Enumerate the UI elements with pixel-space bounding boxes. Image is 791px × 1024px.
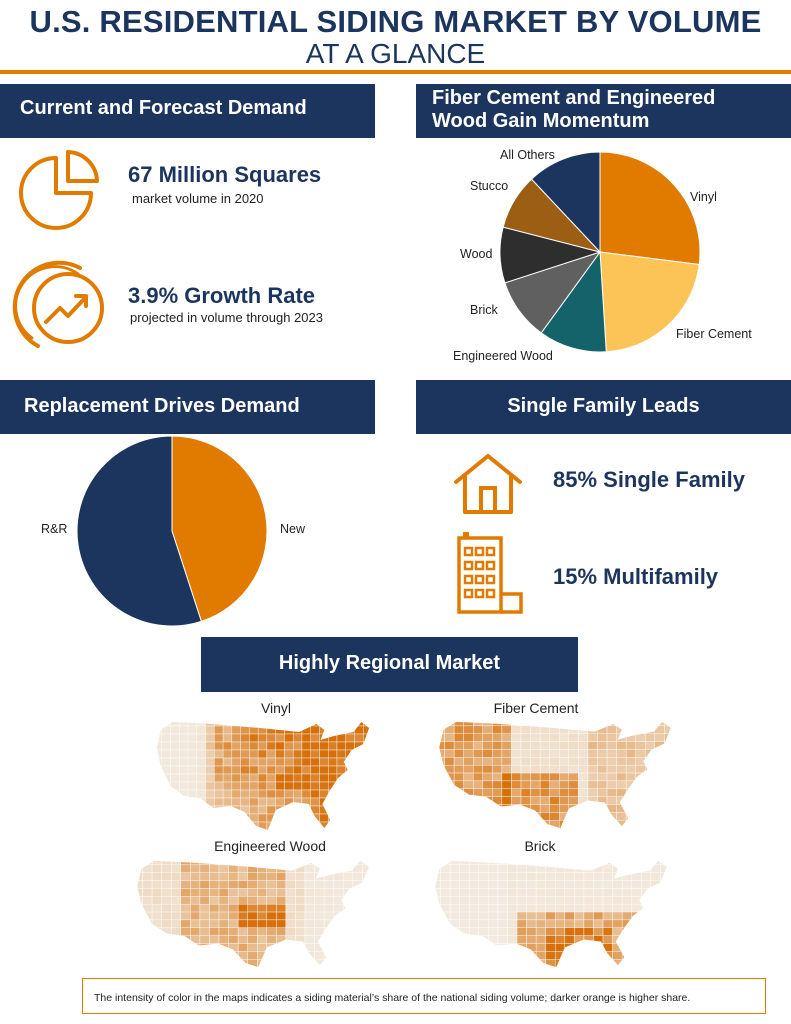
section-header-single-family-label: Single Family Leads <box>507 395 700 417</box>
pie-slice-vinyl <box>599 151 701 266</box>
map-title-engineered-wood: Engineered Wood <box>214 838 326 854</box>
pie-label-stucco: Stucco <box>470 179 509 193</box>
growth-caption: projected in volume through 2023 <box>130 310 323 325</box>
pie-slice-r-r <box>76 435 202 627</box>
growth-arrow-icon <box>10 258 110 358</box>
house-icon <box>452 452 524 516</box>
map-title-fiber-cement: Fiber Cement <box>493 700 579 716</box>
volume-stat: 67 Million Squares <box>128 162 322 187</box>
apartment-building-icon <box>455 530 525 616</box>
section-header-demand-label: Current and Forecast Demand <box>20 97 307 119</box>
header-rule <box>0 70 791 74</box>
pie-slice-new <box>171 435 268 622</box>
pie-chart-icon <box>16 148 104 236</box>
replacement-pie <box>76 435 268 627</box>
pie-slice-all-others <box>530 151 601 254</box>
pie-label-brick: Brick <box>470 303 498 317</box>
section-header-replacement: Replacement Drives Demand <box>0 380 375 434</box>
pie-label-engineered-wood: Engineered Wood <box>453 349 553 363</box>
section-header-momentum: Fiber Cement and Engineered Wood Gain Mo… <box>416 84 791 138</box>
section-header-single-family: Single Family Leads <box>416 380 791 434</box>
section-header-momentum-line1: Fiber Cement and Engineered <box>432 87 716 109</box>
material-share-pie <box>499 151 701 353</box>
page-subtitle: AT A GLANCE <box>305 38 486 69</box>
multifamily-stat: 15% Multifamily <box>553 564 719 589</box>
pie-label-new: New <box>280 522 306 536</box>
pie-slice-fiber-cement <box>599 251 700 353</box>
section-header-regional: Highly Regional Market <box>201 637 578 692</box>
section-header-replacement-label: Replacement Drives Demand <box>24 395 300 417</box>
map-brick <box>435 860 667 968</box>
map-footnote: The intensity of color in the maps indic… <box>82 978 766 1014</box>
single-family-stat: 85% Single Family <box>553 467 745 492</box>
map-title-brick: Brick <box>524 838 556 854</box>
map-title-vinyl: Vinyl <box>260 700 292 716</box>
pie-label-vinyl: Vinyl <box>690 190 717 204</box>
map-engineered-wood <box>137 860 369 968</box>
pie-label-fiber-cement: Fiber Cement <box>676 327 752 341</box>
section-header-momentum-line2: Wood Gain Momentum <box>432 110 650 132</box>
map-fiber-cement <box>439 721 671 829</box>
pie-label-rr: R&R <box>41 522 68 536</box>
section-header-regional-label: Highly Regional Market <box>278 652 501 674</box>
pie-label-all-others: All Others <box>500 148 555 162</box>
volume-caption: market volume in 2020 <box>132 191 264 206</box>
map-vinyl <box>156 722 370 830</box>
pie-slice-engineered-wood <box>540 250 607 353</box>
page-title: U.S. RESIDENTIAL SIDING MARKET BY VOLUME <box>29 4 762 39</box>
section-header-demand: Current and Forecast Demand <box>0 84 375 138</box>
pie-label-wood: Wood <box>460 247 493 261</box>
growth-stat: 3.9% Growth Rate <box>128 283 316 308</box>
